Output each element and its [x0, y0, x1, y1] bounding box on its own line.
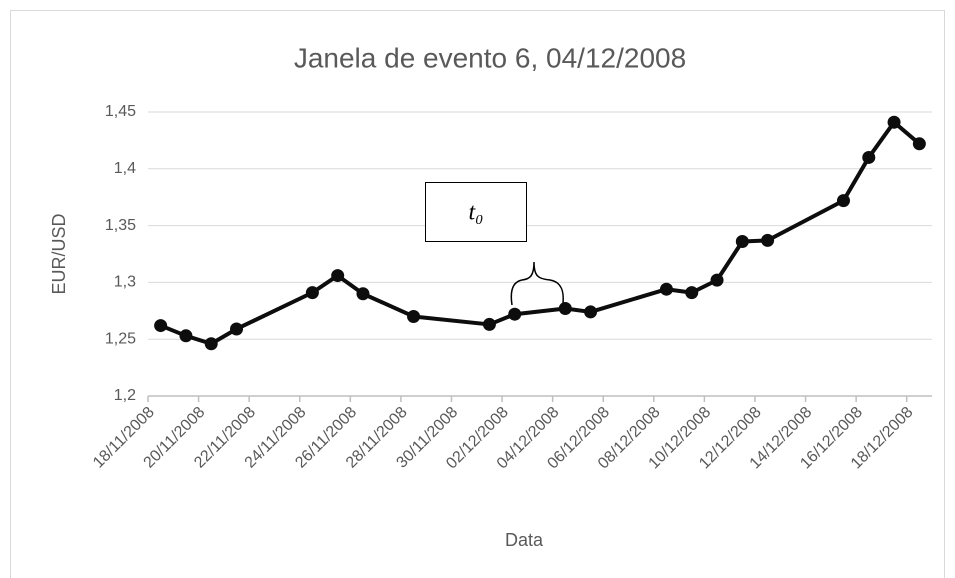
y-tick-label: 1,45: [105, 103, 136, 120]
y-tick-label: 1,25: [105, 330, 136, 347]
data-point: [204, 337, 218, 351]
data-point: [659, 282, 673, 296]
data-point: [862, 150, 876, 164]
y-tick-label: 1,3: [114, 274, 136, 291]
data-point: [508, 307, 522, 321]
data-point: [836, 194, 850, 208]
data-point: [710, 273, 724, 287]
data-point: [407, 309, 421, 323]
data-point: [685, 286, 699, 300]
data-point: [482, 317, 496, 331]
annotation-box: [425, 182, 527, 242]
chart-title: Janela de evento 6, 04/12/2008: [294, 42, 686, 73]
y-axis-label: EUR/USD: [49, 213, 69, 294]
y-tick-label: 1,35: [105, 217, 136, 234]
data-point: [735, 235, 749, 249]
data-point: [356, 287, 370, 301]
annotation-text: t₀: [468, 200, 483, 226]
data-point: [558, 302, 572, 316]
data-point: [331, 269, 345, 283]
x-axis-label: Data: [505, 530, 544, 550]
y-tick-label: 1,4: [114, 160, 136, 177]
data-point: [154, 319, 168, 333]
data-point: [887, 115, 901, 129]
data-point: [761, 233, 775, 247]
chart-border: [10, 10, 945, 578]
data-point: [305, 286, 319, 300]
data-point: [179, 329, 193, 343]
y-tick-label: 1,2: [114, 387, 136, 404]
data-point: [584, 305, 598, 319]
data-point: [230, 322, 244, 336]
data-point: [912, 137, 926, 151]
annotation-brace: [510, 261, 564, 306]
